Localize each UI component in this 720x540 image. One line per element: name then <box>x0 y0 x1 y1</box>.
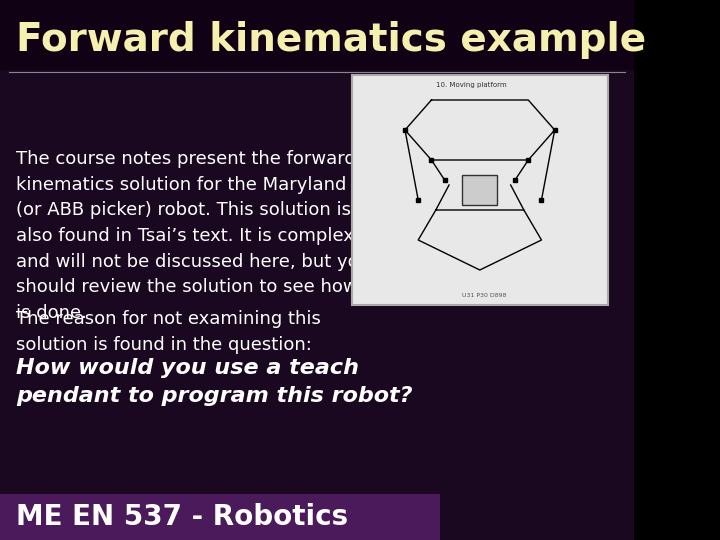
Text: The reason for not examining this
solution is found in the question:: The reason for not examining this soluti… <box>16 310 320 354</box>
Text: The course notes present the forward
kinematics solution for the Maryland
(or AB: The course notes present the forward kin… <box>16 150 375 322</box>
Bar <box>0 494 440 540</box>
Text: U31 P30 D898: U31 P30 D898 <box>462 293 507 298</box>
Bar <box>352 75 608 305</box>
Text: 10. Moving platform: 10. Moving platform <box>436 82 506 88</box>
Ellipse shape <box>384 1 672 379</box>
Bar <box>462 175 498 205</box>
Ellipse shape <box>0 70 109 410</box>
Text: How would you use a teach
pendant to program this robot?: How would you use a teach pendant to pro… <box>16 358 413 406</box>
Ellipse shape <box>531 16 667 264</box>
Text: ME EN 537 - Robotics: ME EN 537 - Robotics <box>16 503 348 531</box>
Ellipse shape <box>478 245 667 535</box>
Bar <box>0 0 634 70</box>
Text: Forward kinematics example: Forward kinematics example <box>16 21 646 59</box>
